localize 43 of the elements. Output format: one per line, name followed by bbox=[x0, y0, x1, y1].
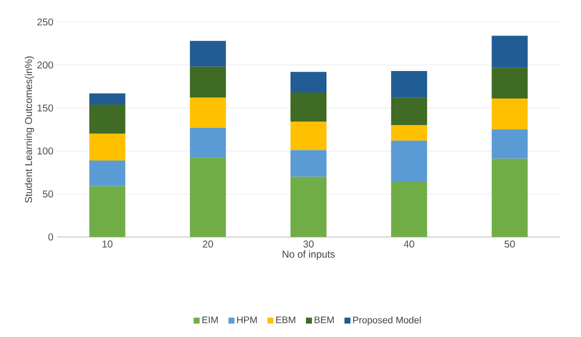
legend-label: Proposed Model bbox=[353, 316, 421, 326]
y-axis-title: Student Learning Outcomes(in%) bbox=[24, 56, 34, 203]
legend-label: HPM bbox=[237, 316, 257, 324]
bar bbox=[391, 140, 428, 182]
x-tick-label: 50 bbox=[504, 240, 515, 248]
bar bbox=[290, 122, 326, 150]
bar bbox=[492, 158, 528, 237]
bar bbox=[290, 150, 326, 177]
bar bbox=[391, 182, 428, 237]
legend-label: BEM bbox=[314, 316, 334, 324]
x-tick-label: 10 bbox=[102, 240, 112, 248]
bar bbox=[492, 130, 528, 159]
y-tick-label: 200 bbox=[37, 61, 54, 69]
bar bbox=[89, 160, 126, 186]
legend-label: EIM bbox=[202, 316, 218, 324]
bar bbox=[290, 92, 326, 122]
bar bbox=[391, 98, 428, 126]
bar bbox=[492, 68, 528, 99]
bar bbox=[89, 186, 126, 237]
y-tick-label: 250 bbox=[37, 18, 54, 26]
y-tick-label: 0 bbox=[48, 233, 54, 241]
bar bbox=[190, 128, 226, 158]
y-tick-label: 50 bbox=[42, 190, 54, 198]
x-tick-label: 40 bbox=[404, 240, 414, 248]
legend-label: EBM bbox=[276, 316, 296, 324]
bar bbox=[89, 93, 126, 105]
bar bbox=[492, 36, 528, 68]
bar bbox=[492, 98, 528, 130]
bar bbox=[89, 104, 126, 134]
y-tick-label: 100 bbox=[38, 147, 54, 155]
x-tick-label: 20 bbox=[202, 240, 214, 248]
y-tick-label: 150 bbox=[38, 104, 54, 112]
bar bbox=[290, 72, 326, 93]
x-axis-title: No of inputs bbox=[282, 250, 335, 260]
bar bbox=[391, 71, 428, 98]
bar bbox=[190, 98, 226, 128]
bar bbox=[190, 66, 226, 98]
bar bbox=[190, 158, 226, 237]
x-tick-label: 30 bbox=[303, 240, 314, 248]
bar bbox=[89, 134, 126, 160]
bar bbox=[290, 176, 326, 237]
bar bbox=[190, 40, 226, 67]
bar bbox=[391, 125, 428, 141]
